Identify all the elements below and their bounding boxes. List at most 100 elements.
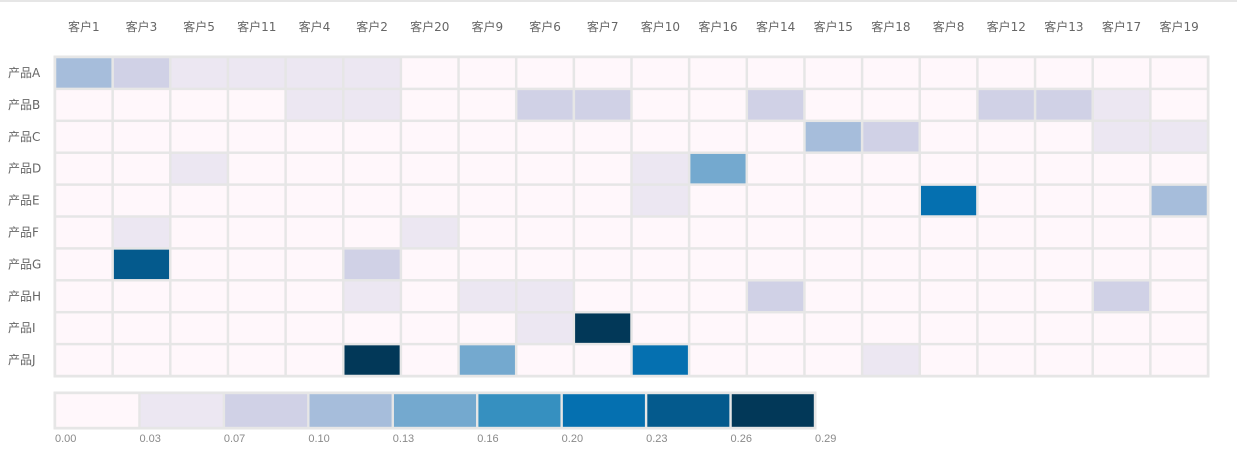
heatmap-cell [459, 217, 515, 248]
legend-swatch [140, 394, 223, 427]
heatmap-cell [632, 185, 688, 216]
heatmap-cell [286, 345, 342, 375]
heatmap-cell [229, 217, 285, 248]
column-label: 客户10 [641, 19, 680, 34]
heatmap-cell [344, 217, 400, 248]
heatmap-cell [286, 249, 342, 280]
heatmap-cell [805, 313, 861, 343]
heatmap-cell [402, 217, 458, 248]
grid-background [53, 55, 1210, 378]
heatmap-cell [921, 185, 977, 216]
heatmap-cell [863, 345, 919, 375]
heatmap-cell [517, 249, 573, 280]
heatmap-cell [56, 122, 112, 152]
heatmap-cell [1151, 185, 1207, 216]
heatmap-cell [1036, 90, 1092, 120]
legend-swatch [225, 394, 308, 427]
row-label: 产品H [8, 289, 41, 303]
column-label: 客户14 [756, 19, 795, 34]
heatmap-cell [56, 313, 112, 343]
heatmap-cell [171, 122, 227, 152]
heatmap-cell [171, 153, 227, 184]
heatmap-cell [1151, 58, 1207, 88]
heatmap-cell [459, 153, 515, 184]
column-label: 客户15 [814, 19, 853, 34]
heatmap-cell [402, 90, 458, 120]
heatmap-cell [805, 90, 861, 120]
heatmap-cell [748, 249, 804, 280]
column-label: 客户9 [472, 19, 504, 34]
column-label: 客户12 [987, 19, 1026, 34]
legend-tick-label: 0.20 [562, 433, 583, 445]
heatmap-cell [575, 185, 631, 216]
legend-swatch [562, 394, 645, 427]
heatmap-cell [632, 313, 688, 343]
heatmap-cell [1151, 217, 1207, 248]
legend-tick-label: 0.23 [646, 433, 667, 445]
heatmap-cell [632, 122, 688, 152]
heatmap-cell [863, 185, 919, 216]
legend-tick-label: 0.26 [731, 433, 752, 445]
heatmap-cell [1093, 249, 1150, 280]
heatmap-cell [402, 281, 458, 311]
legend-tick-label: 0.13 [393, 433, 414, 445]
heatmap-cell [229, 249, 285, 280]
heatmap-cell [863, 313, 919, 343]
row-label: 产品B [8, 98, 40, 112]
heatmap-cell [805, 345, 861, 375]
column-label: 客户18 [871, 19, 910, 34]
legend-swatch [731, 394, 814, 427]
column-label: 客户3 [126, 19, 158, 34]
heatmap-cell [575, 313, 631, 343]
row-label: 产品A [8, 66, 41, 80]
heatmap-cell [517, 153, 573, 184]
heatmap-cell [56, 217, 112, 248]
heatmap-cell [344, 249, 400, 280]
heatmap-cell [632, 58, 688, 88]
heatmap-cell [171, 345, 227, 375]
heatmap-cell [344, 90, 400, 120]
legend-tick-label: 0.03 [139, 433, 160, 445]
row-label: 产品J [8, 353, 36, 367]
heatmap-cell [690, 90, 746, 120]
heatmap-cell [632, 153, 688, 184]
top-rule [0, 0, 1237, 2]
heatmap-cell [1036, 58, 1092, 88]
column-label: 客户5 [183, 19, 215, 34]
heatmap-cell [459, 122, 515, 152]
column-label: 客户1 [68, 19, 100, 34]
heatmap-cell [632, 281, 688, 311]
heatmap-cell [517, 122, 573, 152]
column-label: 客户20 [410, 19, 449, 34]
heatmap-cell [921, 153, 977, 184]
heatmap-cell [978, 313, 1034, 343]
heatmap-cell [1036, 249, 1092, 280]
heatmap-cell [113, 217, 170, 248]
heatmap-cell [229, 185, 285, 216]
heatmap-cell [748, 345, 804, 375]
heatmap-cell [748, 58, 804, 88]
heatmap-cell [56, 90, 112, 120]
heatmap-cell [863, 217, 919, 248]
heatmap-cell [921, 249, 977, 280]
heatmap-cell [921, 281, 977, 311]
heatmap-cell [863, 153, 919, 184]
heatmap-cell [1151, 153, 1207, 184]
heatmap-cell [459, 281, 515, 311]
heatmap-cell [575, 153, 631, 184]
heatmap-cell [921, 90, 977, 120]
heatmap-cell [863, 249, 919, 280]
heatmap-cell [1036, 185, 1092, 216]
heatmap-cell [229, 313, 285, 343]
heatmap-cell [517, 313, 573, 343]
heatmap-cell [344, 58, 400, 88]
heatmap-cell [632, 217, 688, 248]
heatmap-cell [113, 58, 170, 88]
heatmap-cell [113, 345, 170, 375]
heatmap-cell [978, 58, 1034, 88]
heatmap-cell [459, 313, 515, 343]
heatmap-cell [113, 313, 170, 343]
heatmap-cell [1036, 153, 1092, 184]
heatmap-cell [805, 249, 861, 280]
heatmap-cell [690, 185, 746, 216]
